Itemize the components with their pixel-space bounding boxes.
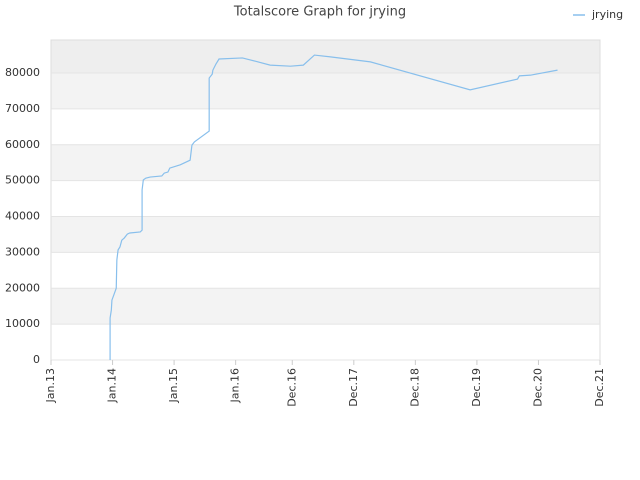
y-tick-label: 70000 <box>5 102 40 115</box>
chart-title: Totalscore Graph for jrying <box>233 5 406 20</box>
x-tick-label: Dec.20 <box>531 368 544 407</box>
band <box>51 252 600 289</box>
x-tick-label: Jan.15 <box>167 368 180 403</box>
band <box>51 144 600 181</box>
x-tick-label: Dec.18 <box>408 368 421 407</box>
y-tick-label: 30000 <box>5 245 40 258</box>
y-tick-label: 10000 <box>5 317 40 330</box>
band <box>51 180 600 217</box>
x-tick-label: Dec.21 <box>593 368 606 407</box>
band <box>51 73 600 109</box>
band <box>51 324 600 360</box>
y-tick-label: 20000 <box>5 281 40 294</box>
y-tick-label: 80000 <box>5 66 40 79</box>
x-tick-label: Jan.13 <box>44 368 57 403</box>
y-tick-label: 50000 <box>5 174 40 187</box>
x-tick-label: Jan.14 <box>106 368 119 403</box>
x-tick-label: Jan.16 <box>229 368 242 403</box>
x-tick-label: Dec.16 <box>285 368 298 407</box>
band <box>51 108 600 145</box>
legend-label: jrying <box>591 8 623 21</box>
band <box>51 288 600 325</box>
band <box>51 216 600 253</box>
y-tick-label: 60000 <box>5 138 40 151</box>
x-tick-label: Dec.17 <box>347 368 360 407</box>
y-tick-label: 40000 <box>5 210 40 223</box>
x-tick-label: Dec.19 <box>470 368 483 407</box>
series-line <box>109 54 558 360</box>
plot-background <box>51 40 600 360</box>
y-tick-label: 0 <box>33 353 40 366</box>
